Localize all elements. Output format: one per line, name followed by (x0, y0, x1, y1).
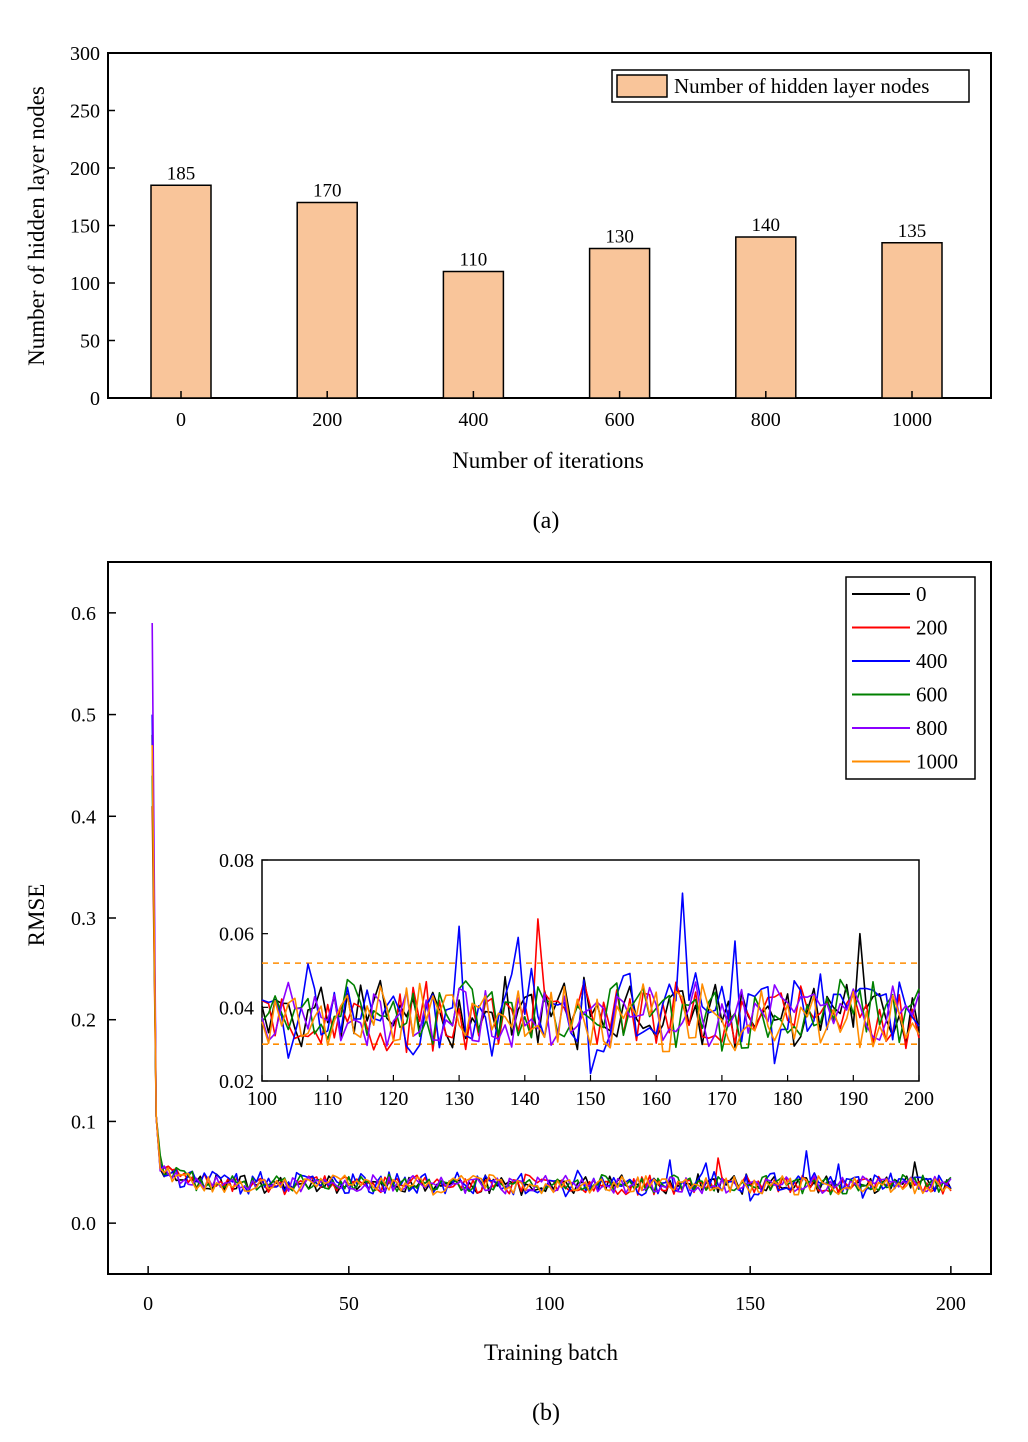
inset-y-tick-label: 0.08 (219, 850, 254, 872)
bar-value-label: 140 (752, 215, 781, 236)
y-tick-label: 0.3 (71, 908, 96, 930)
inset-series-line-1000 (261, 982, 920, 1053)
inset-x-tick-label: 190 (838, 1088, 868, 1110)
inset-x-tick-label: 140 (510, 1088, 540, 1110)
panel-label-b: (b) (532, 1400, 560, 1426)
y-tick-label: 200 (70, 158, 100, 180)
y-axis-title-a: Number of hidden layer nodes (24, 86, 49, 366)
y-tick-label: 250 (70, 101, 100, 123)
inset-zoom-plot: 0.02 0.04 0.06 0.08 100 110 120 130 140 150 160 17… (219, 850, 934, 1110)
bar-value-label: 110 (460, 250, 488, 271)
x-tick-label: 150 (735, 1293, 765, 1315)
legend-label-1000: 1000 (916, 750, 958, 774)
inset-x-tick-label: 100 (247, 1088, 277, 1110)
legend-box-b (845, 576, 976, 780)
x-tick-label: 100 (535, 1293, 565, 1315)
y-tick-label: 0.6 (71, 603, 96, 625)
x-tick-label: 1000 (892, 409, 932, 431)
y-tick-label: 50 (80, 331, 100, 353)
inset-y-tick-label: 0.04 (219, 997, 254, 1019)
x-axis-ticks-a: 0 200 400 600 800 1000 (176, 391, 932, 431)
inset-x-tick-label: 160 (641, 1088, 671, 1110)
bar (296, 201, 358, 399)
y-axis-title-b: RMSE (24, 884, 49, 947)
x-axis-ticks-b: 0 50 100 150 200 (143, 1266, 966, 1315)
inset-x-tick-label: 170 (707, 1088, 737, 1110)
y-axis-ticks-b: 0.0 0.1 0.2 0.3 0.4 0.5 0.6 (71, 603, 116, 1235)
panel-a-bar-chart: 0 50 100 150 200 250 300 185 170 110 130 140 135 0 2… (24, 43, 992, 534)
panel-label-a: (a) (533, 508, 560, 534)
bar (150, 184, 212, 399)
y-tick-label: 0 (90, 388, 100, 410)
x-axis-title-a: Number of iterations (452, 448, 644, 473)
bar-value-label: 170 (313, 181, 342, 202)
inset-y-tick-label: 0.06 (219, 924, 254, 946)
y-tick-label: 0.5 (71, 705, 96, 727)
y-tick-label: 100 (70, 273, 100, 295)
legend-a: Number of hidden layer nodes (611, 69, 970, 103)
y-tick-label: 300 (70, 43, 100, 65)
y-tick-label: 0.2 (71, 1010, 96, 1032)
x-axis-title-b: Training batch (484, 1340, 618, 1365)
inset-series-lines (261, 892, 920, 1075)
x-tick-label: 200 (936, 1293, 966, 1315)
bar (881, 242, 943, 399)
bars-a: 185 170 110 130 140 135 (150, 163, 943, 399)
inset-x-tick-label: 120 (378, 1088, 408, 1110)
inset-x-tick-label: 180 (773, 1088, 803, 1110)
x-tick-label: 400 (458, 409, 488, 431)
inset-x-tick-label: 130 (444, 1088, 474, 1110)
x-tick-label: 600 (605, 409, 635, 431)
legend-label-a: Number of hidden layer nodes (674, 74, 929, 98)
legend-label-0: 0 (916, 582, 927, 606)
bar-value-label: 135 (898, 221, 927, 242)
inset-y-tick-label: 0.02 (219, 1071, 254, 1093)
y-tick-label: 150 (70, 216, 100, 238)
series-lines-b (151, 622, 952, 1202)
inset-x-tick-label: 150 (576, 1088, 606, 1110)
bar-value-label: 130 (605, 227, 634, 248)
inset-y-ticks: 0.02 0.04 0.06 0.08 (219, 850, 268, 1093)
y-tick-label: 0.1 (71, 1111, 96, 1133)
bar (588, 247, 651, 399)
bar-value-label: 185 (167, 163, 196, 184)
legend-label-800: 800 (916, 716, 948, 740)
inset-frame (261, 859, 920, 1082)
legend-label-600: 600 (916, 683, 948, 707)
panel-b-line-chart: 0.0 0.1 0.2 0.3 0.4 0.5 0.6 0 50 100 150 200 Train… (24, 561, 992, 1426)
legend-swatch-a (616, 74, 668, 98)
x-tick-label: 50 (339, 1293, 359, 1315)
legend-b: 0 200 400 600 800 1000 (845, 576, 976, 780)
legend-label-200: 200 (916, 616, 948, 640)
series-line-1000 (151, 745, 952, 1196)
bar (735, 236, 797, 399)
legend-label-400: 400 (916, 649, 948, 673)
legend-box-a (611, 69, 970, 103)
inset-x-tick-label: 200 (904, 1088, 934, 1110)
inset-x-tick-label: 110 (313, 1088, 342, 1110)
plot-frame-a (107, 52, 992, 399)
x-tick-label: 0 (143, 1293, 153, 1315)
y-tick-label: 0.4 (71, 806, 96, 828)
y-axis-ticks-a: 0 50 100 150 200 250 300 (70, 43, 115, 410)
bar (442, 270, 505, 399)
inset-x-ticks: 100 110 120 130 140 150 160 170 180 190 200 (247, 1075, 934, 1110)
x-tick-label: 200 (312, 409, 342, 431)
x-tick-label: 800 (751, 409, 781, 431)
x-tick-label: 0 (176, 409, 186, 431)
inset-series-line-800 (261, 981, 920, 1048)
y-tick-label: 0.0 (71, 1213, 96, 1235)
